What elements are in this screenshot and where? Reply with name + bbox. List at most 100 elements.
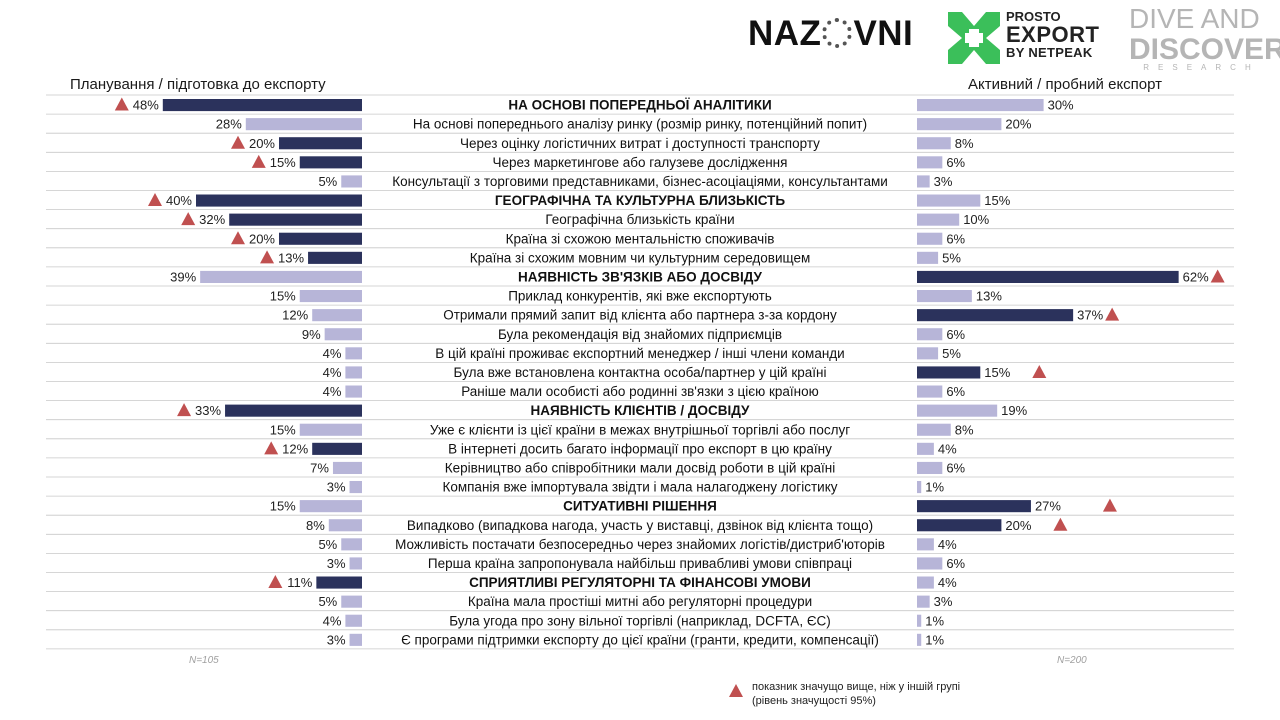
item-label: Країна зі схожим мовним чи культурним се… [470, 250, 811, 265]
left-bar [345, 614, 362, 627]
left-value-label: 15% [270, 289, 296, 304]
left-bar [345, 385, 362, 398]
left-significance-triangle-icon [231, 231, 245, 245]
right-bar [917, 576, 934, 589]
right-value-label: 1% [925, 632, 944, 647]
left-bar [299, 290, 362, 303]
left-value-label: 20% [249, 136, 275, 151]
right-bar [917, 366, 981, 379]
prosto-export-line2: EXPORT [1006, 22, 1100, 47]
left-value-label: 4% [323, 613, 342, 628]
dive-and-discovery-logo: DIVE AND DISCOVERY RESEARCH [1129, 3, 1280, 72]
left-value-label: 20% [249, 231, 275, 246]
right-value-label: 20% [1005, 518, 1031, 533]
right-bar [917, 251, 939, 264]
left-significance-triangle-icon [231, 135, 245, 149]
left-bar [299, 156, 362, 169]
left-sample-size: N=105 [189, 655, 219, 666]
category-label: СИТУАТИВНІ РІШЕННЯ [563, 499, 717, 514]
right-bar [917, 175, 930, 188]
item-label: Перша країна запропонувала найбільш прив… [428, 556, 852, 571]
right-value-label: 3% [934, 174, 953, 189]
right-value-label: 5% [942, 346, 961, 361]
left-bar [349, 633, 362, 646]
right-value-label: 30% [1048, 98, 1074, 113]
left-value-label: 15% [270, 422, 296, 437]
prosto-export-line1: PROSTO [1006, 9, 1061, 24]
left-bar [345, 347, 362, 360]
left-significance-triangle-icon [148, 193, 162, 207]
left-value-label: 5% [318, 594, 337, 609]
left-value-label: 15% [270, 155, 296, 170]
right-bar [917, 213, 960, 226]
right-value-label: 62% [1183, 269, 1209, 284]
left-value-label: 32% [199, 212, 225, 227]
right-bar [917, 328, 943, 341]
item-label: Країна мала простіші митні або регулятор… [468, 594, 812, 609]
prosto-export-logo: PROSTO EXPORT BY NETPEAK [1006, 10, 1116, 60]
left-value-label: 33% [195, 403, 221, 418]
right-bar [917, 404, 998, 417]
left-bar [308, 251, 362, 264]
right-bar [917, 519, 1002, 532]
right-bar [917, 481, 922, 494]
right-significance-triangle-icon [1105, 307, 1120, 321]
nazovni-logo-right: VNI [853, 14, 914, 53]
right-bar [917, 194, 981, 207]
right-bar [917, 270, 1179, 283]
left-bar [341, 175, 362, 188]
left-significance-triangle-icon [181, 212, 196, 226]
item-label: Консультації з торговими представниками,… [392, 174, 888, 189]
right-bar [917, 557, 943, 570]
item-label: Компанія вже імпортувала звідти і мала н… [442, 480, 837, 495]
right-bar [917, 156, 943, 169]
item-label: Є програми підтримки експорту до цієї кр… [401, 632, 879, 647]
left-value-label: 13% [278, 250, 304, 265]
dive-logo-line3: RESEARCH [1143, 63, 1260, 72]
left-bar [324, 328, 362, 341]
nazovni-logo-globe-icon [822, 18, 853, 48]
left-bar [328, 519, 362, 532]
right-bar [917, 423, 951, 436]
right-bar [917, 290, 972, 303]
left-value-label: 4% [323, 346, 342, 361]
right-group-header: Активний / пробний експорт [968, 76, 1163, 93]
significance-triangle-icon [729, 684, 743, 697]
left-bar [245, 118, 362, 131]
right-bar [917, 500, 1031, 513]
significance-note-line1: показник значущо вище, ніж у іншій групі [752, 681, 961, 693]
right-value-label: 6% [946, 327, 965, 342]
right-value-label: 10% [963, 212, 989, 227]
item-label: Географічна близькість країни [545, 212, 734, 227]
item-label: Керівництво або співробітники мали досві… [445, 460, 836, 475]
left-significance-triangle-icon [251, 154, 266, 168]
item-label: Можливість постачати безпосередньо через… [395, 537, 885, 552]
left-value-label: 3% [327, 480, 346, 495]
category-label: НАЯВНІСТЬ ЗВ'ЯЗКІВ АБО ДОСВІДУ [518, 269, 762, 284]
right-value-label: 4% [938, 575, 957, 590]
left-bar [316, 576, 362, 589]
left-bar [299, 500, 362, 513]
dive-logo-line1: DIVE AND [1129, 3, 1260, 34]
left-bar [162, 99, 362, 112]
prosto-export-cross-icon [948, 12, 1000, 64]
left-value-label: 9% [302, 327, 321, 342]
left-value-label: 4% [323, 365, 342, 380]
category-label: СПРИЯТЛИВІ РЕГУЛЯТОРНІ ТА ФІНАНСОВІ УМОВ… [469, 575, 811, 590]
right-sample-size: N=200 [1057, 655, 1087, 666]
item-label: В інтернеті досить багато інформації про… [448, 441, 832, 456]
left-significance-triangle-icon [114, 97, 129, 111]
left-value-label: 5% [318, 537, 337, 552]
right-bar [917, 614, 922, 627]
dive-logo-line2: DISCOVERY [1129, 33, 1280, 66]
left-value-label: 39% [170, 269, 196, 284]
left-bar [299, 423, 362, 436]
right-value-label: 6% [946, 231, 965, 246]
right-value-label: 15% [984, 365, 1010, 380]
left-significance-triangle-icon [177, 403, 192, 417]
right-value-label: 6% [946, 460, 965, 475]
right-bar [917, 461, 943, 474]
left-group-header: Планування / підготовка до експорту [70, 76, 326, 93]
right-value-label: 6% [946, 155, 965, 170]
left-bar [341, 595, 362, 608]
